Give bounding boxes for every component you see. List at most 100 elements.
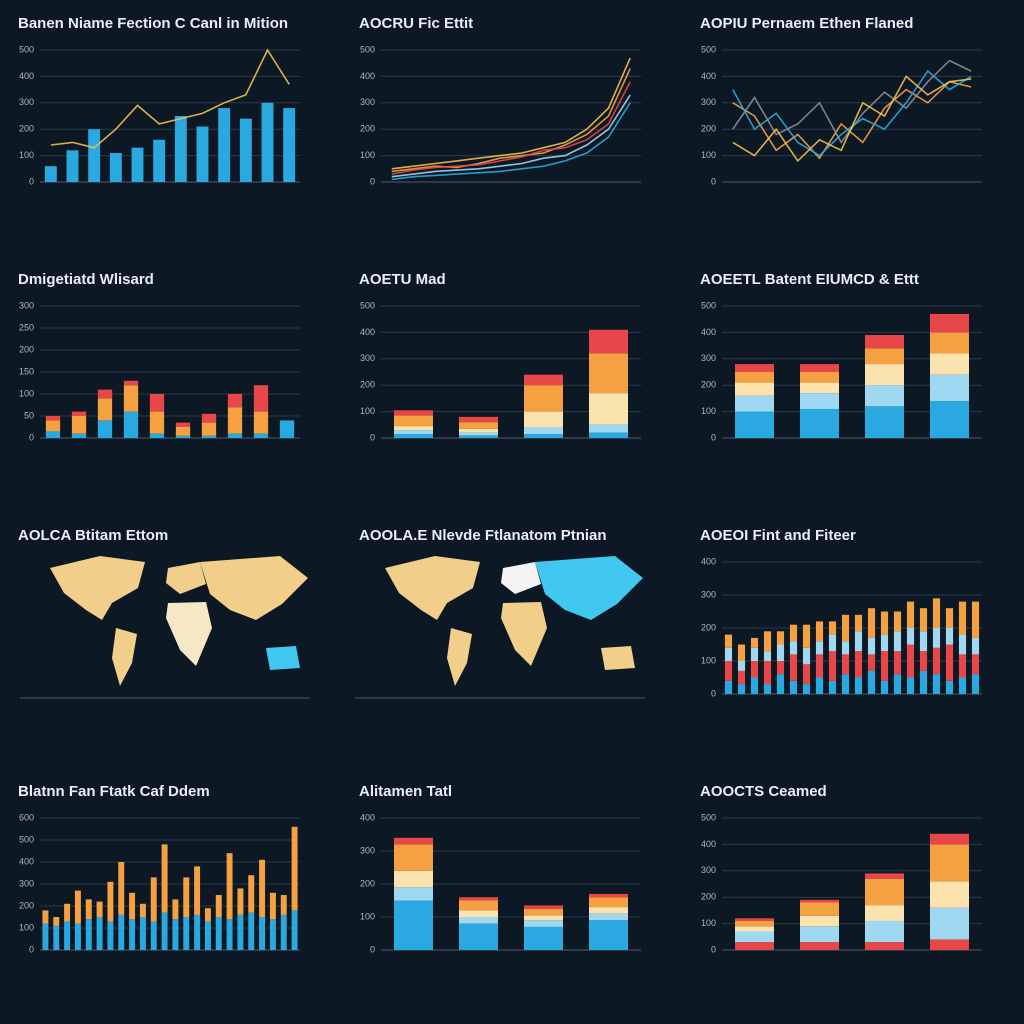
bar-segment — [459, 923, 498, 950]
chart-title: AOCRU Fic Ettit — [359, 15, 473, 32]
bar-segment — [280, 914, 287, 950]
continent — [166, 562, 206, 594]
y-tick-label: 400 — [360, 71, 375, 81]
bar-segment — [253, 433, 269, 438]
bar-segment — [253, 385, 269, 412]
bar-segment — [763, 661, 772, 685]
bar-segment — [735, 364, 774, 372]
bar-segment — [800, 902, 839, 916]
bar-segment — [97, 420, 113, 438]
bar-segment — [763, 631, 772, 652]
bar-segment — [175, 427, 191, 436]
bar-segment — [800, 942, 839, 950]
y-tick-label: 100 — [19, 922, 34, 932]
bar-segment — [971, 674, 980, 694]
bar-segment — [42, 910, 49, 924]
continent — [200, 556, 308, 620]
bar-segment — [96, 901, 103, 917]
bar-segment — [123, 380, 139, 386]
bar-segment — [261, 102, 274, 182]
bar-segment — [174, 116, 187, 182]
bar-segment — [958, 601, 967, 635]
bar-segment — [865, 920, 904, 943]
bar-segment — [854, 651, 863, 678]
bar-segment — [96, 917, 103, 950]
bar-segment — [215, 895, 222, 917]
bar-segment — [815, 677, 824, 694]
line-series — [732, 59, 972, 144]
bar-segment — [139, 917, 146, 950]
bar-segment — [394, 887, 433, 901]
y-tick-label: 400 — [701, 71, 716, 81]
y-tick-label: 100 — [701, 655, 716, 665]
y-tick-label: 500 — [701, 44, 716, 54]
bar-segment — [800, 926, 839, 943]
bar-segment — [237, 914, 244, 950]
bar-segment — [589, 353, 628, 394]
y-tick-label: 0 — [370, 432, 375, 442]
y-tick-label: 400 — [701, 327, 716, 337]
bar-segment — [828, 634, 837, 652]
bar-segment — [237, 888, 244, 915]
bar-segment — [161, 844, 168, 913]
bar-segment — [893, 651, 902, 675]
bar-segment — [802, 647, 811, 665]
bar-segment — [459, 416, 498, 423]
bar-segment — [459, 900, 498, 911]
bar-segment — [394, 415, 433, 427]
bar-segment — [394, 430, 433, 435]
bar-segment — [841, 614, 850, 642]
bar-segment — [802, 624, 811, 648]
bar-segment — [930, 313, 969, 333]
bar-segment — [865, 873, 904, 879]
bar-segment — [945, 628, 954, 645]
bar-segment — [750, 677, 759, 694]
bar-segment — [958, 677, 967, 694]
bar-segment — [828, 680, 837, 694]
bar-segment — [118, 914, 125, 950]
y-tick-label: 500 — [19, 834, 34, 844]
bar-segment — [906, 677, 915, 694]
bar-segment — [44, 166, 57, 182]
y-tick-label: 200 — [701, 380, 716, 390]
bar-segment — [724, 647, 733, 661]
bar-segment — [865, 364, 904, 386]
bar-segment — [227, 394, 243, 408]
bar-segment — [906, 601, 915, 628]
bar-segment — [971, 637, 980, 655]
bar-segment — [149, 433, 165, 438]
bar-segment — [172, 919, 179, 950]
bar-segment — [735, 926, 774, 932]
bar-segment — [841, 674, 850, 694]
bar-segment — [854, 614, 863, 632]
bar-segment — [64, 903, 71, 922]
line-series — [391, 81, 631, 175]
y-tick-label: 100 — [19, 150, 34, 160]
bar-segment — [735, 920, 774, 927]
bar-segment — [865, 905, 904, 921]
bar-segment — [906, 644, 915, 678]
y-tick-label: 400 — [701, 839, 716, 849]
bar-segment — [930, 907, 969, 940]
y-tick-label: 0 — [29, 944, 34, 954]
y-tick-label: 200 — [701, 622, 716, 632]
bar-segment — [919, 651, 928, 671]
bar-segment — [735, 372, 774, 383]
bar-segment — [123, 411, 139, 438]
bar-segment — [589, 907, 628, 914]
bar-segment — [459, 910, 498, 917]
continent — [535, 556, 643, 620]
bar-segment — [524, 915, 563, 921]
bar-segment — [201, 422, 217, 436]
bar-segment — [815, 641, 824, 655]
bar-segment — [291, 910, 298, 950]
bar-segment — [589, 913, 628, 921]
bar-segment — [45, 416, 61, 421]
bar-segment — [150, 921, 157, 950]
bar-segment — [828, 621, 837, 635]
bar-segment — [291, 826, 298, 911]
bar-segment — [53, 917, 60, 926]
chart-title: AOPIU Pernaem Ethen Flaned — [700, 15, 913, 32]
bar-segment — [109, 152, 122, 182]
